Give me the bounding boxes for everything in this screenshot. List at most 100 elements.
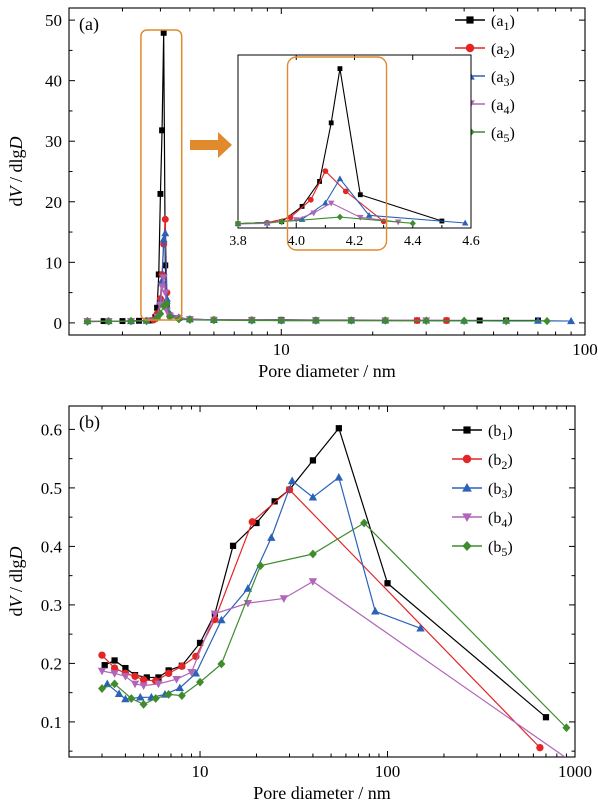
data-point bbox=[98, 684, 107, 693]
inset-data-point bbox=[287, 214, 294, 221]
legend-label: (a2) bbox=[491, 41, 515, 61]
x-tick-label: 100 bbox=[572, 340, 598, 359]
legend-marker bbox=[462, 513, 472, 523]
data-point bbox=[360, 518, 369, 528]
inset-series-line bbox=[237, 216, 413, 225]
data-point bbox=[191, 668, 201, 677]
data-point bbox=[217, 659, 226, 669]
data-point bbox=[160, 29, 167, 36]
y-tick-label: 0.1 bbox=[41, 713, 62, 732]
legend-label: (b2) bbox=[488, 452, 513, 472]
y-tick-label: 50 bbox=[45, 11, 62, 30]
data-point bbox=[248, 316, 256, 325]
data-point bbox=[271, 498, 278, 505]
data-point bbox=[177, 691, 186, 700]
x-axis-title: Pore diameter / nm bbox=[253, 783, 390, 800]
y-tick-label: 20 bbox=[45, 193, 62, 212]
plot-frame bbox=[68, 405, 576, 758]
data-point bbox=[308, 492, 318, 501]
inset-chart: 3.8 4.0 4.2 4.4 4.6 bbox=[229, 54, 480, 251]
data-point bbox=[151, 694, 160, 703]
data-point bbox=[161, 215, 169, 223]
inset-x-tick-label: 4.6 bbox=[462, 234, 480, 249]
data-point bbox=[187, 668, 196, 677]
data-point bbox=[98, 651, 106, 659]
data-point bbox=[139, 699, 148, 709]
series-b5 bbox=[98, 518, 571, 733]
data-point bbox=[287, 476, 297, 485]
data-point bbox=[196, 677, 205, 687]
data-point bbox=[248, 518, 256, 526]
x-tick-label: 10 bbox=[273, 340, 290, 359]
data-point bbox=[161, 289, 170, 297]
data-point bbox=[130, 680, 140, 689]
y-tick-label: 30 bbox=[45, 132, 62, 151]
data-point bbox=[562, 723, 571, 733]
data-point bbox=[155, 674, 162, 681]
inset-data-point bbox=[365, 211, 373, 218]
legend-marker bbox=[462, 540, 472, 552]
y-tick-label: 10 bbox=[45, 253, 62, 272]
data-point bbox=[154, 304, 161, 311]
data-point bbox=[114, 689, 124, 698]
inset-x-tick-label: 4.4 bbox=[404, 234, 422, 249]
data-point bbox=[192, 652, 200, 661]
data-point bbox=[143, 674, 150, 681]
data-point bbox=[157, 190, 164, 197]
data-point bbox=[217, 615, 226, 624]
inset-data-point bbox=[336, 175, 344, 182]
peak-highlight-box bbox=[140, 29, 183, 321]
legend-marker bbox=[466, 16, 474, 24]
inset-data-point bbox=[310, 210, 317, 217]
data-point bbox=[121, 694, 130, 703]
data-point bbox=[178, 662, 186, 671]
inset-highlight-box bbox=[286, 56, 388, 251]
data-point bbox=[121, 673, 130, 681]
series-b2 bbox=[98, 485, 544, 752]
data-point bbox=[122, 664, 129, 672]
inset-data-point bbox=[357, 192, 363, 198]
inset-data-point bbox=[327, 200, 335, 207]
data-point bbox=[536, 743, 544, 752]
data-point bbox=[161, 229, 170, 237]
inset-x-tick-label: 4.2 bbox=[346, 234, 364, 249]
data-point bbox=[196, 639, 204, 647]
data-point bbox=[172, 675, 181, 684]
inset-x-tick-label: 3.8 bbox=[229, 234, 247, 249]
series-a4 bbox=[83, 274, 431, 326]
legend-label: (b5) bbox=[488, 539, 513, 559]
data-point bbox=[416, 623, 425, 632]
y-tick-label: 40 bbox=[45, 72, 62, 91]
series-line bbox=[87, 277, 427, 322]
data-point bbox=[267, 533, 276, 541]
y-tick-label: 0 bbox=[54, 314, 63, 333]
legend-marker bbox=[465, 43, 475, 53]
y-tick-label: 0.2 bbox=[41, 654, 62, 673]
series-a2 bbox=[83, 215, 451, 325]
data-point bbox=[175, 683, 185, 692]
x-tick-label: 1000 bbox=[558, 762, 592, 781]
inset-data-point bbox=[307, 196, 314, 203]
inset-x-tick-label: 4.0 bbox=[288, 234, 306, 249]
data-point bbox=[110, 664, 119, 672]
x-tick-label: 100 bbox=[375, 762, 401, 781]
data-point bbox=[542, 714, 550, 721]
data-point bbox=[334, 472, 344, 481]
inset-series-a5 bbox=[234, 213, 416, 228]
data-point bbox=[111, 657, 118, 664]
series-b3 bbox=[103, 472, 425, 703]
data-point bbox=[131, 672, 139, 680]
data-point bbox=[335, 425, 342, 432]
data-point bbox=[159, 235, 168, 243]
data-point bbox=[422, 316, 430, 325]
legend-label: (a4) bbox=[491, 97, 515, 117]
data-point bbox=[210, 315, 218, 325]
legend-label: (a3) bbox=[491, 69, 515, 89]
data-point bbox=[277, 316, 286, 325]
panel-b-chart: 10 100 1000 0.1 0.2 0.3 0.4 0.5 0.6 Pore diameter… bbox=[6, 405, 592, 800]
data-point bbox=[163, 299, 171, 308]
inset-data-point bbox=[278, 218, 285, 226]
inset-data-point bbox=[337, 66, 343, 72]
legend-label: (b3) bbox=[488, 481, 513, 501]
data-point bbox=[127, 316, 135, 326]
